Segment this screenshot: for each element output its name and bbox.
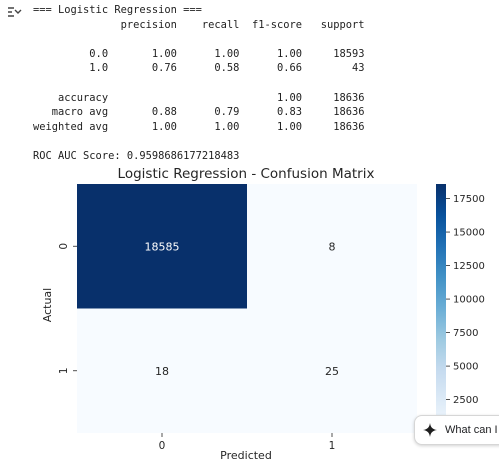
colorbar-tick-label: 10000	[453, 295, 485, 306]
colorbar-tick-label: 7500	[453, 328, 478, 339]
colorbar-tick-label: 12500	[453, 261, 485, 272]
y-tick-label: 1	[58, 367, 70, 374]
colorbar-tick-label: 17500	[453, 194, 485, 205]
heatmap-cell	[77, 184, 247, 309]
x-tick-label: 0	[159, 440, 166, 452]
console-blank-line	[33, 134, 365, 149]
console-line: precision recall f1-score support	[33, 18, 365, 31]
console-blank-line	[33, 32, 365, 47]
colorbar-tick-label: 5000	[453, 362, 478, 373]
x-axis-label: Predicted	[220, 449, 272, 462]
heatmap-cell	[247, 308, 417, 433]
cell-value-label: 18585	[145, 240, 180, 253]
cell-value-label: 25	[325, 365, 339, 378]
chart-title: Logistic Regression - Confusion Matrix	[118, 166, 375, 182]
confusion-matrix-chart: Logistic Regression - Confusion Matrix 1…	[41, 166, 485, 462]
heatmap-cell	[247, 184, 417, 309]
sparkle-icon	[423, 423, 437, 437]
y-tick-label: 0	[58, 243, 70, 250]
console-line: weighted avg 1.00 1.00 1.00 18636	[33, 120, 365, 133]
colorbar-tick-label: 2500	[453, 395, 478, 406]
console-line: 0.0 1.00 1.00 1.00 18593	[33, 47, 365, 60]
cell-value-label: 18	[155, 365, 169, 378]
heatmap-cell	[77, 308, 247, 433]
cell-value-label: 8	[329, 240, 336, 253]
console-line: ROC AUC Score: 0.9598686177218483	[33, 149, 240, 162]
console-line: accuracy 1.00 18636	[33, 91, 365, 104]
console-line: === Logistic Regression ===	[33, 4, 202, 16]
console-line: 1.0 0.76 0.58 0.66 43	[33, 62, 365, 75]
y-axis-label: Actual	[41, 288, 54, 322]
x-tick-label: 1	[329, 440, 336, 452]
classification-report-output: === Logistic Regression === precision re…	[33, 3, 365, 164]
console-blank-line	[33, 76, 365, 91]
console-line: macro avg 0.88 0.79 0.83 18636	[33, 106, 365, 119]
colorbar	[436, 184, 446, 433]
output-collapse-icon[interactable]	[6, 4, 22, 20]
colorbar-tick-label: 15000	[453, 228, 485, 239]
ai-assistant-chip-label: What can I	[445, 424, 498, 436]
ai-assistant-chip[interactable]: What can I	[414, 415, 499, 445]
